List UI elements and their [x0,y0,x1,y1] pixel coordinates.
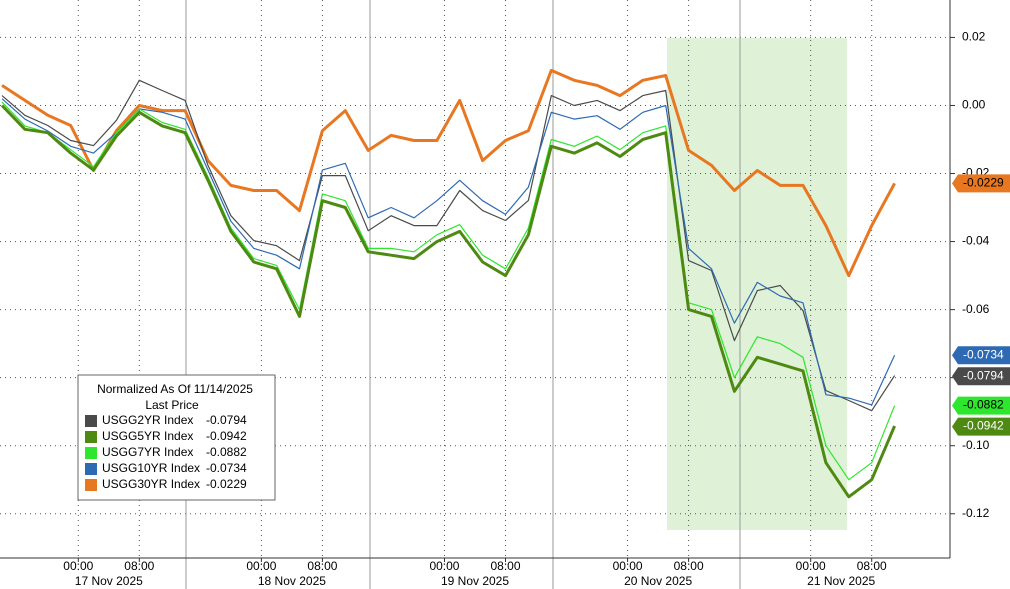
last-value-box [952,367,1010,386]
x-date-label: 18 Nov 2025 [258,574,326,588]
last-value-box [952,174,1010,193]
x-tick-label: 08:00 [857,559,887,573]
x-tick-label: 08:00 [491,559,521,573]
legend-value: -0.0794 [206,413,247,427]
legend-label: USGG5YR Index [102,429,193,443]
series-line [1,68,896,278]
last-value-box [952,346,1010,365]
legend-label: USGG30YR Index [102,477,200,491]
x-tick-label: 00:00 [796,559,826,573]
legend-value: -0.0734 [206,461,247,475]
x-date-label: 19 Nov 2025 [441,574,509,588]
x-tick-label: 08:00 [307,559,337,573]
y-tick-label: -0.04 [962,234,990,248]
x-date-label: 17 Nov 2025 [75,574,143,588]
y-tick-label: 0.02 [962,30,986,44]
legend-value: -0.0229 [206,477,247,491]
legend-swatch [85,431,97,443]
y-tick-label: 0.00 [962,98,986,112]
legend-swatch [85,447,97,459]
legend-title: Normalized As Of 11/14/2025 [97,382,253,396]
y-tick-label: -0.10 [962,438,990,452]
legend-value: -0.0882 [206,445,247,459]
legend-subtitle: Last Price [145,398,199,412]
x-date-label: 20 Nov 2025 [624,574,692,588]
x-tick-label: 00:00 [63,559,93,573]
x-tick-label: 00:00 [429,559,459,573]
series-line [1,98,896,406]
last-value-box [952,396,1010,415]
legend-value: -0.0942 [206,429,247,443]
last-value-box [952,417,1010,436]
legend: Normalized As Of 11/14/2025 Last Price U… [77,374,276,501]
last-value-label: -0.0942 [963,419,1004,433]
series-line [1,101,896,481]
x-tick-label: 08:00 [124,559,154,573]
last-value-label: -0.0882 [963,398,1004,412]
x-tick-label: 08:00 [674,559,704,573]
series-line [0,104,896,499]
y-tick-label: -0.12 [962,506,990,520]
axes: 0.020.00-0.02-0.04-0.06-0.08-0.10-0.1200… [63,30,989,589]
y-tick-label: -0.06 [962,302,990,316]
legend-label: USGG10YR Index [102,461,200,475]
series-line [1,79,896,412]
legend-swatch [85,415,97,427]
x-date-label: 21 Nov 2025 [807,574,875,588]
last-value-label: -0.0794 [963,368,1004,382]
legend-label: USGG7YR Index [102,445,193,459]
last-value-label: -0.0734 [963,347,1004,361]
legend-swatch [85,463,97,475]
x-tick-label: 00:00 [613,559,643,573]
legend-box [77,374,276,501]
legend-swatch [85,479,97,491]
last-value-boxes: -0.0229 -0.0734 -0.0794 -0.0882 -0.0942 [952,174,1010,436]
lines [0,68,896,499]
legend-label: USGG2YR Index [102,413,193,427]
x-tick-label: 00:00 [246,559,276,573]
last-value-label: -0.0229 [963,176,1004,190]
